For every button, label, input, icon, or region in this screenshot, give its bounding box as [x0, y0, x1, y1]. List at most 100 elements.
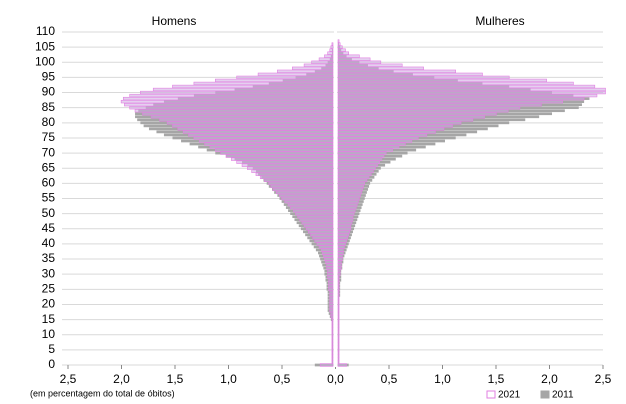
bar: [326, 263, 334, 267]
legend-label: 2011: [552, 390, 574, 401]
bar: [337, 323, 340, 328]
bar: [337, 136, 419, 140]
bar: [329, 302, 334, 307]
bar: [159, 118, 334, 122]
bar: [337, 181, 366, 186]
bar: [337, 139, 413, 143]
bar: [337, 81, 574, 86]
bar: [337, 166, 376, 170]
bar: [337, 245, 345, 249]
bar: [337, 145, 400, 149]
bar: [337, 84, 596, 89]
bar: [323, 254, 334, 258]
bar: [337, 115, 485, 119]
bar: [321, 251, 334, 255]
bar: [337, 151, 387, 155]
bar: [329, 48, 334, 52]
bar: [337, 154, 385, 158]
bar: [337, 320, 340, 325]
bar: [337, 284, 340, 288]
bar: [331, 351, 334, 355]
bar: [337, 348, 340, 352]
bar: [337, 269, 341, 273]
bar: [337, 163, 378, 167]
bar: [337, 45, 343, 49]
bar: [337, 160, 381, 164]
bar: [122, 96, 334, 101]
bar: [198, 139, 334, 143]
bar: [293, 208, 334, 213]
bar: [337, 302, 340, 307]
y-tick-label: 15: [42, 312, 56, 326]
x-tick-label: 1,0: [220, 372, 237, 386]
x-tick-label: 2,0: [113, 372, 130, 386]
bar: [140, 90, 334, 95]
y-tick-label: 80: [42, 115, 56, 129]
bar: [337, 296, 340, 301]
bar: [193, 136, 334, 140]
bar: [337, 187, 363, 192]
bar: [337, 227, 352, 231]
bar: [231, 157, 334, 161]
bar: [289, 205, 334, 210]
y-tick-label: 20: [42, 297, 56, 311]
bar: [150, 115, 334, 119]
bar: [284, 199, 334, 204]
bar: [251, 169, 334, 173]
x-tick-label: 0,0: [327, 372, 344, 386]
bar: [337, 363, 347, 367]
bar: [215, 78, 334, 83]
bar: [325, 260, 334, 264]
bar: [337, 251, 344, 255]
bar: [337, 221, 353, 225]
bar: [318, 245, 334, 249]
bar: [337, 63, 403, 67]
bar: [337, 112, 497, 116]
bar: [188, 133, 334, 137]
bar: [337, 360, 340, 364]
panel-title: Mulheres: [475, 14, 524, 28]
x-tick-label: 0,5: [274, 372, 291, 386]
bar: [134, 109, 334, 113]
bar: [337, 351, 340, 355]
bar: [331, 327, 334, 331]
bar: [209, 145, 334, 149]
bar: [308, 230, 334, 234]
bar: [152, 87, 334, 92]
bar: [331, 333, 334, 337]
bar: [255, 172, 334, 176]
bar: [316, 242, 334, 246]
bar: [337, 193, 361, 198]
bar: [337, 272, 341, 276]
bar: [337, 239, 347, 243]
bar: [236, 160, 334, 164]
bar: [303, 224, 334, 228]
bar: [215, 148, 334, 152]
bar: [331, 42, 334, 46]
bar: [337, 311, 340, 316]
bar: [337, 202, 358, 207]
x-tick-label: 1,5: [167, 372, 184, 386]
bar: [337, 78, 547, 83]
bar: [337, 54, 360, 58]
y-tick-label: 85: [42, 100, 56, 114]
bar: [337, 211, 355, 216]
bar: [337, 263, 342, 267]
panel-title: Homens: [152, 14, 197, 28]
bar: [241, 163, 334, 167]
bar: [319, 363, 334, 367]
y-tick-label: 100: [35, 54, 55, 68]
bar: [337, 196, 360, 201]
bar: [299, 218, 334, 222]
bar: [337, 308, 340, 313]
bar: [327, 272, 334, 276]
bar: [268, 181, 334, 186]
bar: [337, 190, 362, 195]
bar: [331, 336, 334, 340]
bar: [337, 248, 344, 252]
bar: [129, 93, 334, 98]
bar: [292, 66, 334, 70]
bar: [329, 299, 334, 304]
bar: [257, 72, 334, 77]
